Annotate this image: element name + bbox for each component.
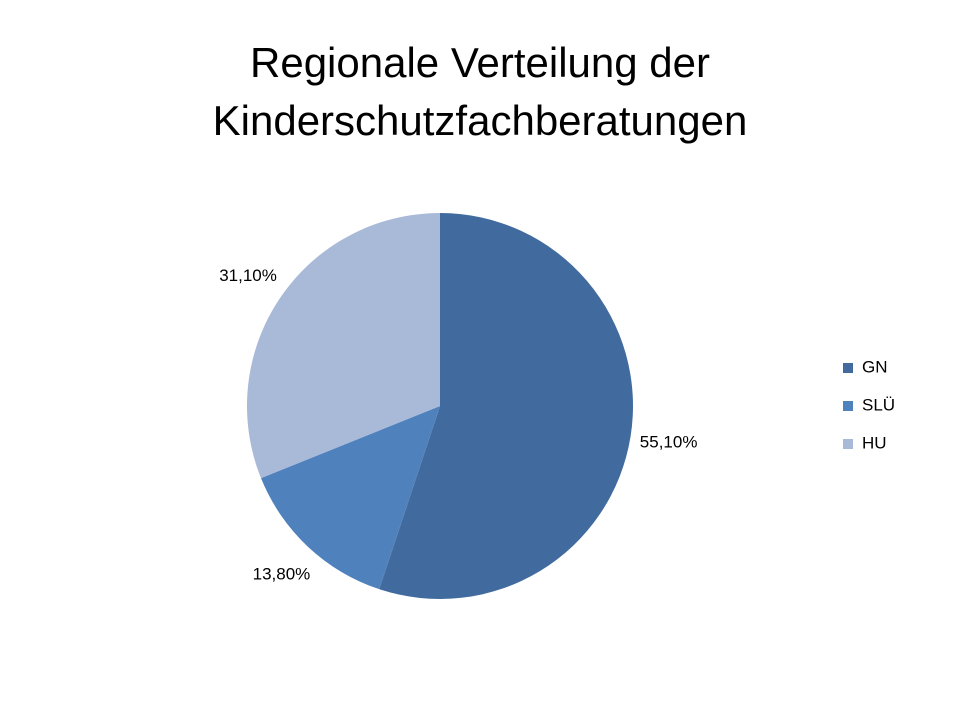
data-label: 13,80%: [253, 564, 311, 583]
data-label: 31,10%: [219, 266, 277, 285]
chart-title: Regionale Verteilung der Kinderschutzfac…: [212, 39, 748, 144]
pie-slice: [379, 213, 634, 599]
legend-swatch: [843, 439, 853, 449]
legend-swatch: [843, 363, 853, 373]
pie-slice: [261, 406, 440, 590]
legend-label: GN: [862, 357, 888, 376]
legend-label: HU: [862, 433, 887, 452]
legend-label: SLÜ: [862, 395, 895, 414]
legend-swatch: [843, 401, 853, 411]
data-label: 55,10%: [640, 432, 698, 451]
pie-slice: [247, 213, 440, 479]
